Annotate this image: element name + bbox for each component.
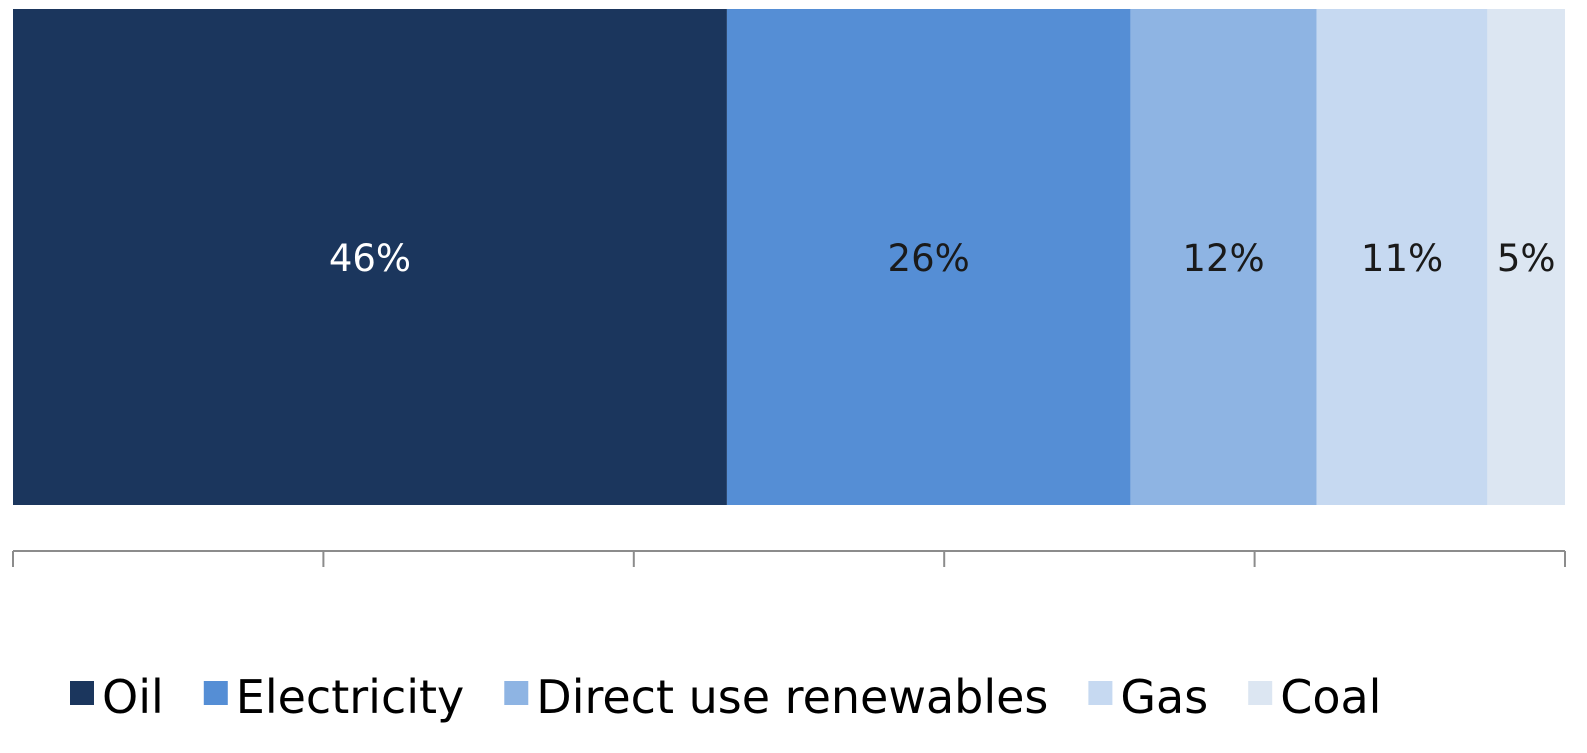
- bars-layer: [13, 9, 1565, 505]
- legend-swatch-direct-use-renewables: [504, 681, 529, 705]
- data-label-direct-use-renewables: 12%: [1182, 237, 1264, 280]
- legend-item-electricity: Electricity: [203, 670, 465, 724]
- bar-segment-direct-use-renewables: [1130, 9, 1317, 505]
- data-label-coal: 5%: [1497, 237, 1556, 280]
- legend: Oil Electricity Direct use renewables Gas Co…: [70, 670, 1381, 724]
- legend-label-electricity: Electricity: [236, 670, 465, 724]
- data-label-gas: 11%: [1361, 237, 1443, 280]
- legend-item-direct-use-renewables: Direct use renewables: [504, 670, 1048, 724]
- data-labels-layer: 46% 26% 12% 11% 5%: [329, 237, 1556, 280]
- legend-swatch-oil: [70, 681, 94, 705]
- bar-segment-gas: [1316, 9, 1488, 505]
- legend-label-oil: Oil: [102, 670, 164, 724]
- legend-item-oil: Oil: [70, 670, 164, 724]
- legend-label-direct-use-renewables: Direct use renewables: [536, 670, 1048, 724]
- data-label-oil: 46%: [329, 237, 411, 280]
- legend-swatch-coal: [1248, 681, 1273, 705]
- data-label-electricity: 26%: [888, 237, 970, 280]
- legend-swatch-electricity: [203, 681, 228, 705]
- legend-swatch-gas: [1088, 681, 1113, 705]
- legend-item-coal: Coal: [1248, 670, 1381, 724]
- bar-segment-electricity: [726, 9, 1131, 505]
- bar-segment-oil: [13, 9, 727, 505]
- legend-label-coal: Coal: [1280, 670, 1381, 724]
- legend-label-gas: Gas: [1120, 670, 1208, 724]
- legend-item-gas: Gas: [1088, 670, 1208, 724]
- x-axis: [12, 550, 1566, 567]
- bar-segment-coal: [1487, 9, 1565, 505]
